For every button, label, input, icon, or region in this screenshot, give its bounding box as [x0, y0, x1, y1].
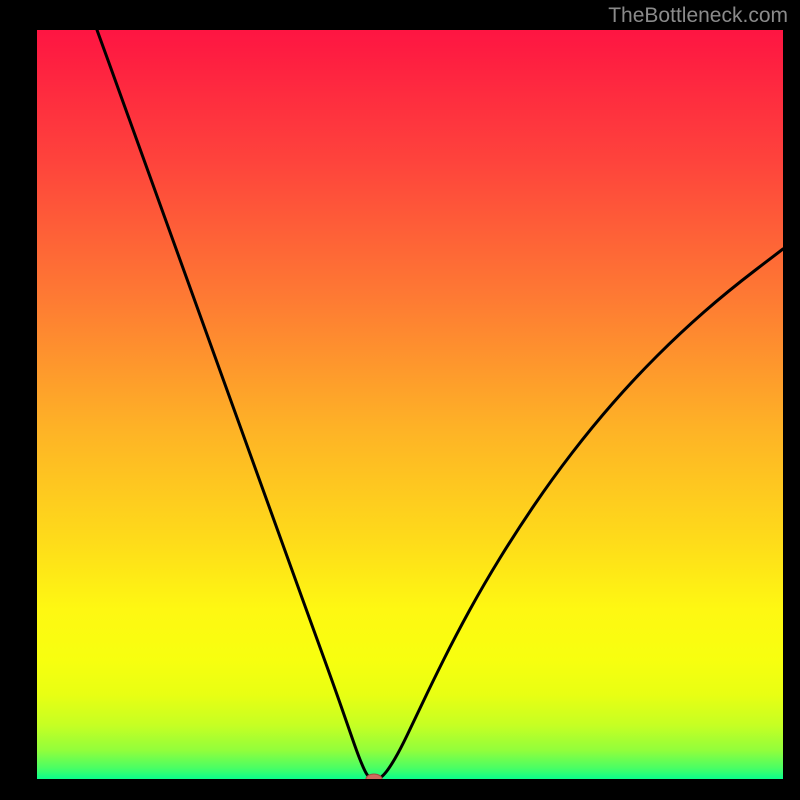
watermark-text: TheBottleneck.com [608, 4, 788, 28]
plot-canvas [0, 0, 800, 800]
gradient-background [37, 30, 783, 779]
